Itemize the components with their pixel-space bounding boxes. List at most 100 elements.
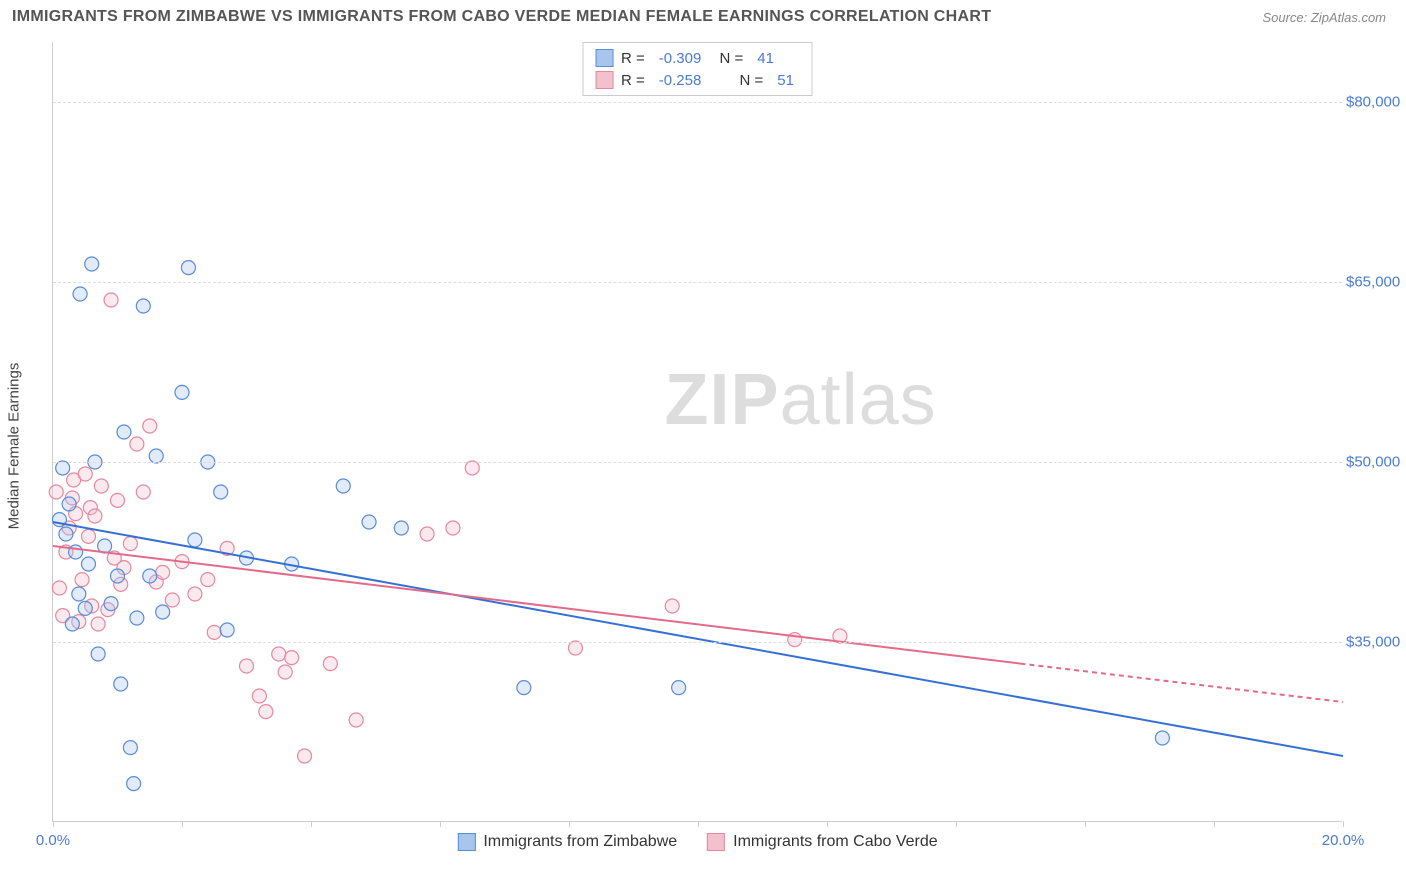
legend-swatch-a2 (457, 833, 475, 851)
data-point (175, 385, 189, 399)
data-point (1155, 731, 1169, 745)
grid-line (53, 282, 1342, 283)
x-tick (827, 821, 828, 827)
data-point (568, 641, 582, 655)
data-point (104, 293, 118, 307)
r-value-a: -0.309 (659, 50, 702, 67)
data-point (104, 597, 118, 611)
legend-swatch-b (595, 71, 613, 89)
data-point (52, 581, 66, 595)
data-point (72, 587, 86, 601)
x-tick-label: 20.0% (1322, 832, 1365, 849)
data-point (136, 485, 150, 499)
data-point (207, 625, 221, 639)
data-point (78, 467, 92, 481)
data-point (136, 299, 150, 313)
x-tick (311, 821, 312, 827)
data-point (278, 665, 292, 679)
legend-stats-row-a: R = -0.309 N = 41 (595, 47, 800, 69)
data-point (65, 617, 79, 631)
y-tick-label: $80,000 (1346, 94, 1406, 111)
data-point (240, 659, 254, 673)
data-point (362, 515, 376, 529)
data-point (56, 461, 70, 475)
data-point (349, 713, 363, 727)
data-point (130, 611, 144, 625)
data-point (117, 425, 131, 439)
chart-title: IMMIGRANTS FROM ZIMBABWE VS IMMIGRANTS F… (12, 8, 991, 26)
data-point (111, 569, 125, 583)
data-point (88, 509, 102, 523)
data-point (201, 573, 215, 587)
data-point (259, 705, 273, 719)
data-point (272, 647, 286, 661)
data-point (143, 569, 157, 583)
data-point (181, 261, 195, 275)
data-point (420, 527, 434, 541)
data-point (123, 741, 137, 755)
data-point (81, 557, 95, 571)
data-point (156, 605, 170, 619)
x-tick (53, 821, 54, 827)
x-tick (182, 821, 183, 827)
data-point (220, 623, 234, 637)
y-tick-label: $35,000 (1346, 634, 1406, 651)
data-point (114, 677, 128, 691)
data-point (446, 521, 460, 535)
data-point (156, 565, 170, 579)
data-point (323, 657, 337, 671)
data-point (94, 479, 108, 493)
data-point (149, 449, 163, 463)
data-point (285, 651, 299, 665)
data-point (85, 257, 99, 271)
legend-series: Immigrants from Zimbabwe Immigrants from… (457, 833, 937, 851)
y-axis-label: Median Female Earnings (6, 363, 23, 530)
data-point (91, 647, 105, 661)
data-point (62, 497, 76, 511)
r-value-b: -0.258 (659, 72, 702, 89)
x-tick (1343, 821, 1344, 827)
trend-line (1021, 664, 1344, 702)
y-tick-label: $50,000 (1346, 454, 1406, 471)
legend-swatch-b2 (707, 833, 725, 851)
data-point (59, 527, 73, 541)
data-point (130, 437, 144, 451)
grid-line (53, 102, 1342, 103)
legend-item-a: Immigrants from Zimbabwe (457, 833, 677, 851)
legend-stats-row-b: R = -0.258 N = 51 (595, 69, 800, 91)
trend-line (53, 546, 1021, 664)
data-point (336, 479, 350, 493)
data-point (394, 521, 408, 535)
data-point (517, 681, 531, 695)
x-tick (569, 821, 570, 827)
scatter-svg (53, 42, 1342, 821)
data-point (188, 587, 202, 601)
data-point (123, 537, 137, 551)
data-point (111, 493, 125, 507)
n-value-a: 41 (757, 50, 774, 67)
data-point (143, 419, 157, 433)
legend-label-b: Immigrants from Cabo Verde (733, 833, 938, 851)
x-tick (1085, 821, 1086, 827)
plot-area: ZIPatlas R = -0.309 N = 41 R = -0.258 N … (52, 42, 1342, 822)
legend-swatch-a (595, 49, 613, 67)
legend-label-a: Immigrants from Zimbabwe (483, 833, 677, 851)
data-point (214, 485, 228, 499)
data-point (298, 749, 312, 763)
data-point (75, 573, 89, 587)
data-point (252, 689, 266, 703)
data-point (465, 461, 479, 475)
x-tick (698, 821, 699, 827)
legend-item-b: Immigrants from Cabo Verde (707, 833, 938, 851)
grid-line (53, 642, 1342, 643)
data-point (49, 485, 63, 499)
trend-line (53, 522, 1343, 756)
x-tick-label: 0.0% (36, 832, 70, 849)
title-bar: IMMIGRANTS FROM ZIMBABWE VS IMMIGRANTS F… (0, 0, 1406, 30)
data-point (81, 529, 95, 543)
data-point (91, 617, 105, 631)
data-point (69, 545, 83, 559)
x-tick (1214, 821, 1215, 827)
data-point (672, 681, 686, 695)
data-point (127, 777, 141, 791)
